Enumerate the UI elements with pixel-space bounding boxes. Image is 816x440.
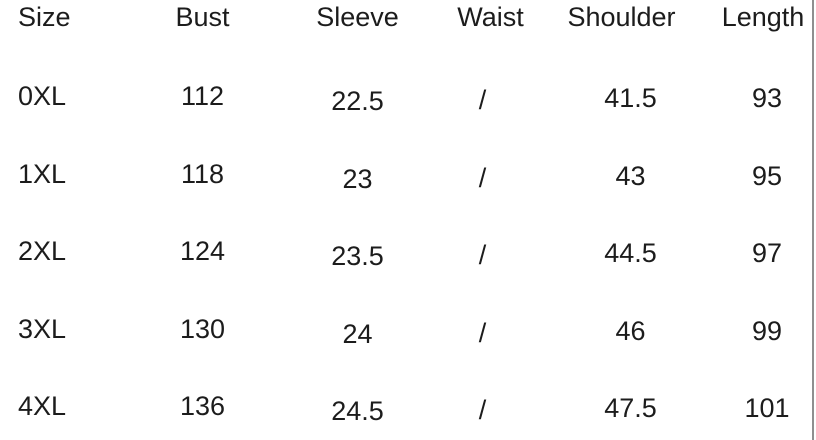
cell-length-1xl: 95 [710, 136, 816, 214]
cell-size-1xl: 1XL [0, 136, 110, 214]
bust-value: 112 [180, 81, 225, 112]
column-header-bust-label: Bust [175, 2, 230, 32]
column-header-length: Length [710, 0, 816, 58]
column-header-waist: Waist [420, 0, 545, 58]
cell-bust-4xl: 136 [110, 368, 295, 440]
size-label: 0XL [18, 81, 67, 112]
cell-size-0xl: 0XL [0, 58, 110, 136]
cell-shoulder-0xl: 41.5 [545, 58, 710, 136]
waist-value: / [478, 395, 487, 426]
cell-length-4xl: 101 [710, 368, 816, 440]
column-header-sleeve: Sleeve [295, 0, 420, 58]
sleeve-value: 24.5 [331, 396, 384, 427]
cell-size-2xl: 2XL [0, 213, 110, 291]
length-value: 93 [751, 83, 783, 114]
cell-sleeve-0xl: 22.5 [295, 58, 420, 136]
cell-waist-2xl: / [420, 213, 545, 291]
cell-sleeve-4xl: 24.5 [295, 368, 420, 440]
cell-waist-3xl: / [420, 291, 545, 369]
cell-bust-0xl: 112 [110, 58, 295, 136]
shoulder-value: 47.5 [604, 393, 657, 424]
sleeve-value: 23 [342, 163, 373, 194]
column-header-shoulder: Shoulder [545, 0, 710, 58]
cell-shoulder-3xl: 46 [545, 291, 710, 369]
size-label: 3XL [18, 313, 67, 344]
bust-value: 124 [179, 236, 226, 267]
shoulder-value: 41.5 [604, 83, 657, 114]
cell-shoulder-2xl: 44.5 [545, 213, 710, 291]
cell-sleeve-1xl: 23 [295, 136, 420, 214]
cell-length-0xl: 93 [710, 58, 816, 136]
length-value: 99 [751, 315, 783, 346]
cell-size-4xl: 4XL [0, 368, 110, 440]
size-label: 1XL [18, 158, 67, 189]
sleeve-value: 24 [342, 318, 373, 349]
cell-size-3xl: 3XL [0, 291, 110, 369]
bust-value: 130 [179, 313, 226, 344]
cell-sleeve-3xl: 24 [295, 291, 420, 369]
cell-sleeve-2xl: 23.5 [295, 213, 420, 291]
cell-waist-4xl: / [420, 368, 545, 440]
cell-shoulder-1xl: 43 [545, 136, 710, 214]
cell-waist-0xl: / [420, 58, 545, 136]
column-header-bust: Bust [110, 0, 295, 58]
length-value: 97 [751, 238, 783, 269]
shoulder-value: 46 [615, 315, 646, 346]
column-header-shoulder-label: Shoulder [567, 2, 676, 32]
cell-length-2xl: 97 [710, 213, 816, 291]
cell-bust-3xl: 130 [110, 291, 295, 369]
size-label: 4XL [18, 391, 67, 422]
cell-bust-1xl: 118 [110, 136, 295, 214]
bust-value: 118 [180, 158, 225, 189]
waist-value: / [478, 317, 487, 348]
sleeve-value: 22.5 [331, 86, 384, 117]
column-header-size: Size [0, 0, 110, 58]
cell-bust-2xl: 124 [110, 213, 295, 291]
length-value: 95 [751, 160, 783, 191]
column-header-size-label: Size [18, 2, 71, 32]
length-value: 101 [744, 393, 790, 424]
cell-length-3xl: 99 [710, 291, 816, 369]
shoulder-value: 44.5 [604, 238, 657, 269]
table-right-border [812, 0, 814, 440]
column-header-length-label: Length [721, 2, 805, 32]
sleeve-value: 23.5 [331, 241, 384, 272]
size-label: 2XL [18, 236, 67, 267]
column-header-sleeve-label: Sleeve [316, 2, 399, 32]
shoulder-value: 43 [615, 160, 646, 191]
waist-value: / [478, 240, 487, 271]
cell-shoulder-4xl: 47.5 [545, 368, 710, 440]
cell-waist-1xl: / [420, 136, 545, 214]
bust-value: 136 [179, 391, 226, 422]
waist-value: / [478, 162, 487, 193]
column-header-waist-label: Waist [457, 2, 524, 32]
waist-value: / [478, 85, 487, 116]
